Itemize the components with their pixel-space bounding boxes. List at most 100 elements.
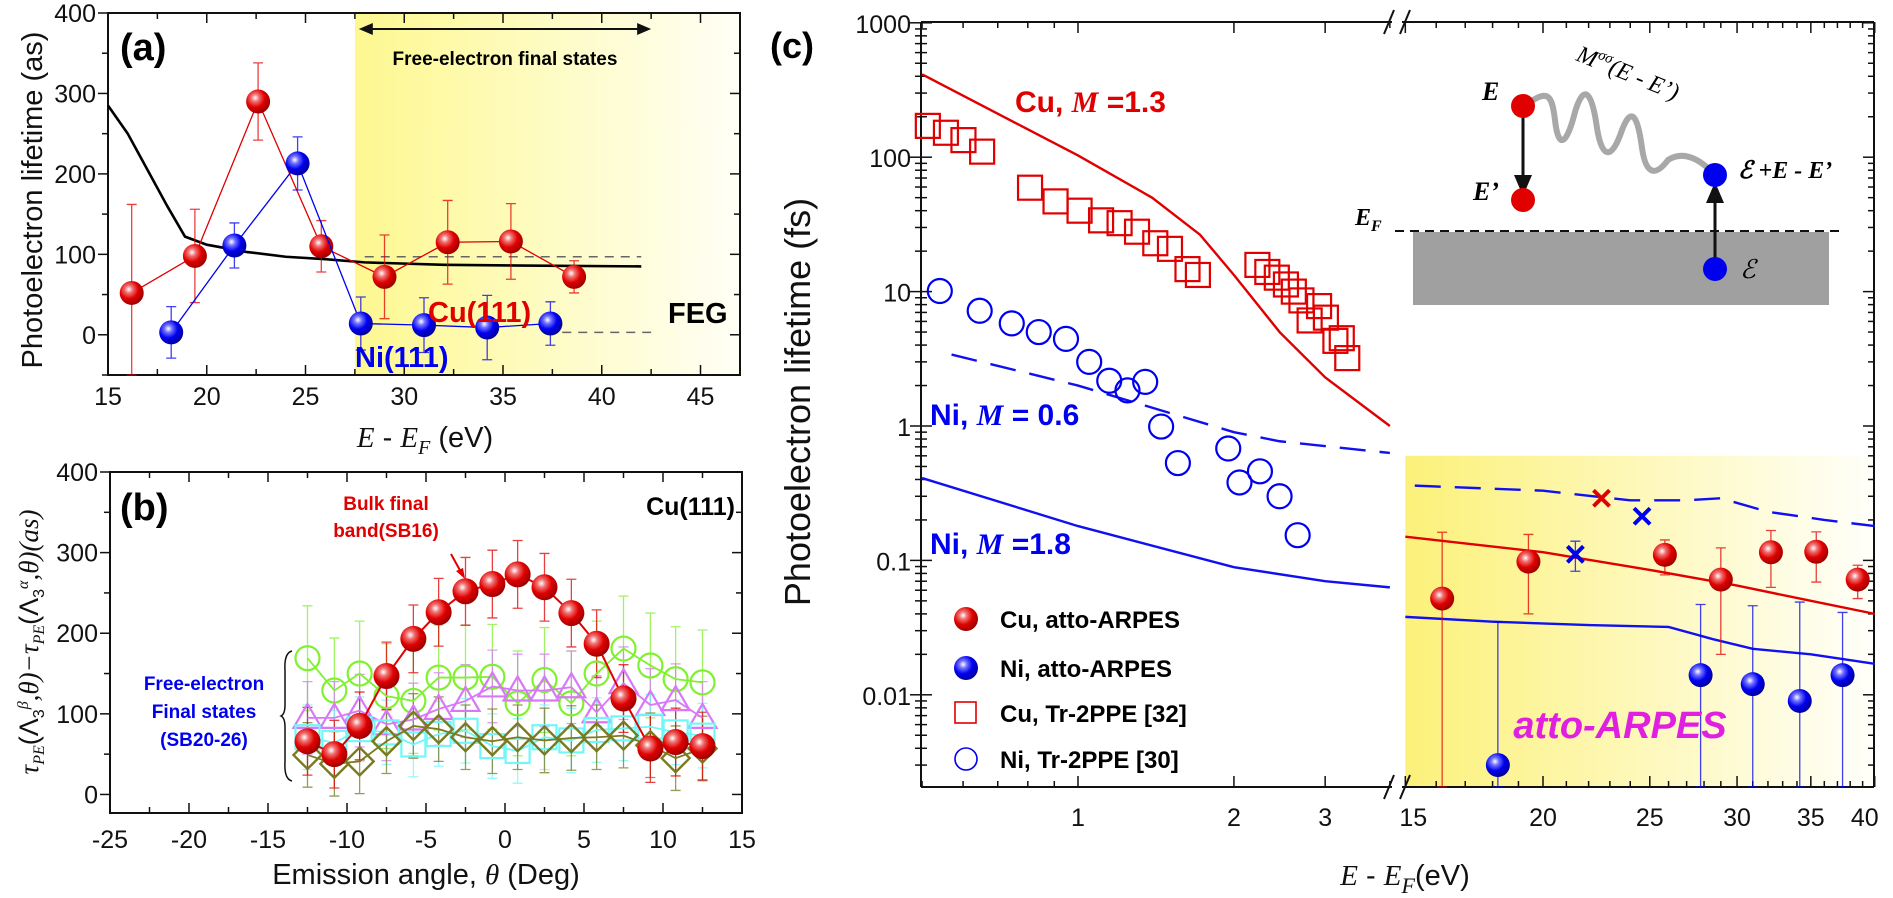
panel-a-ylabel: Photoelectron lifetime (as) (17, 32, 49, 369)
bulk-band-data-point (479, 571, 506, 598)
x-tick-label: 30 (390, 383, 418, 411)
x-tick-label: 20 (193, 383, 221, 411)
label-var: M (1071, 86, 1100, 119)
diamond-data-point (555, 722, 588, 754)
error-bar (1523, 533, 1534, 615)
circle-data-point (1076, 348, 1103, 375)
ylabel-part: 3 (31, 709, 48, 718)
panel-c-xlabel: E - EF(eV) (1339, 860, 1469, 898)
y-tick-label: 200 (56, 620, 98, 648)
square-data-point (1142, 230, 1169, 257)
y-tick-label: 400 (56, 459, 98, 487)
x-tick-label: 35 (489, 383, 517, 411)
xlabel-var2: E (1383, 860, 1402, 892)
bulk-band-data-point (583, 630, 610, 657)
model-curve (1405, 615, 1875, 666)
label-val: =1.8 (1003, 528, 1071, 561)
panel-b-tag: (b) (120, 487, 169, 529)
ni-data-point (475, 315, 500, 340)
square-data-point (1087, 207, 1115, 234)
cu-data-point (246, 89, 271, 114)
diamond-data-point (607, 719, 640, 752)
x-tick-label: 2 (1227, 804, 1241, 832)
brace (279, 650, 293, 782)
cu-atto-data-point (1430, 586, 1455, 611)
x-tick-label: 40 (588, 383, 616, 411)
square-data-point (583, 716, 610, 744)
ni-atto-data-point (1485, 753, 1510, 778)
square-data-point (1334, 345, 1361, 372)
ni-data-point (538, 311, 563, 336)
cross-data-point (1592, 488, 1611, 508)
square-data-point (1272, 271, 1300, 298)
label-eps: ℰ (1740, 255, 1758, 284)
cu111-label: Cu(111) (428, 297, 531, 329)
label-val: =1.3 (1098, 86, 1166, 119)
ni-data-point (222, 233, 247, 258)
panel-b-ylabel: τPE(Λ3β,θ)−τPE(Λ3α,θ)(as) (14, 510, 48, 775)
circle-data-point (1052, 325, 1080, 352)
ylabel-part: PE (31, 625, 48, 646)
cu-data-point (435, 230, 460, 255)
x-tick-label: 3 (1318, 804, 1332, 832)
circle-data-point (1215, 435, 1242, 462)
legend-marker-ni-atto (954, 656, 978, 680)
triangle-data-point (659, 683, 692, 712)
square-data-point (373, 719, 400, 746)
bulk-band-data-point (610, 685, 637, 712)
bulk-band-data-point (558, 600, 585, 627)
ni-data-point (348, 311, 373, 336)
x-tick-label: -10 (329, 826, 365, 854)
cu-atto-data-point (1652, 542, 1677, 567)
panel-b-xlabel: Emission angle, θ (Deg) (272, 859, 580, 891)
xlabel-var2: E (399, 422, 418, 454)
square-data-point (504, 737, 531, 765)
triangle-data-point (501, 674, 534, 702)
electron-eps-excited (1703, 163, 1727, 187)
circle-data-point (662, 666, 689, 693)
diamond-data-point (580, 721, 613, 753)
circle-data-point (966, 297, 993, 324)
x-tick-label: 0 (498, 826, 512, 854)
ylabel-part: β (15, 701, 32, 710)
x-tick-label: 45 (687, 383, 715, 411)
circle-data-point (689, 669, 716, 696)
error-bar (1437, 531, 1448, 788)
circle-data-point (1266, 483, 1293, 510)
circle-data-point (346, 660, 373, 687)
m-sup: σσ (1596, 47, 1616, 68)
x-tick-label: -25 (92, 826, 128, 854)
m-arg: (E - E’) (1605, 54, 1683, 106)
square-data-point (610, 715, 637, 742)
free-electron-states-label-3: (SB20-26) (160, 730, 248, 751)
diamond-data-point (501, 721, 534, 753)
electron-Eprime (1511, 188, 1535, 212)
x-tick-label: -5 (415, 826, 437, 854)
legend-label: Cu, Tr-2PPE [32] (1000, 701, 1187, 728)
inset-diagram: E E’ EF ℰ +E - E’ ℰ Mσσ(E - E’) (1354, 41, 1842, 305)
panel-b-sample-label: Cu(111) (646, 493, 735, 521)
electron-eps (1703, 257, 1727, 281)
xlabel-unit: (Deg) (499, 859, 580, 891)
atto-arpes-region-label: atto-ARPES (1513, 705, 1726, 747)
label-eps-plus: ℰ +E - E’ (1738, 158, 1832, 184)
circle-data-point (1148, 413, 1175, 440)
ef-sub: F (1370, 218, 1382, 235)
cu-atto-data-point (1758, 540, 1783, 565)
xlabel-sep: - (1358, 860, 1384, 892)
triangle-data-point (422, 692, 455, 721)
square-data-point (1066, 197, 1093, 224)
x-tick-label: 10 (649, 826, 677, 854)
panel-c: 1000 100 10 1 0.1 0.01 1 2 3 15 20 25 30 35 40 (855, 9, 1879, 832)
square-data-point (452, 717, 479, 744)
legend: Cu, atto-ARPES Ni, atto-ARPES Cu, Tr-2PP… (954, 607, 1187, 774)
triangle-data-point (370, 708, 403, 736)
x-tick-label: 20 (1529, 804, 1557, 832)
panel-a-tag: (a) (120, 27, 166, 69)
ni-data-point (285, 151, 310, 176)
model-curve (1414, 484, 1875, 528)
ef-var: E (1354, 205, 1371, 231)
cu-data-point (562, 264, 587, 289)
bulk-band-data-point (425, 599, 452, 626)
interaction-wave (1528, 91, 1715, 175)
